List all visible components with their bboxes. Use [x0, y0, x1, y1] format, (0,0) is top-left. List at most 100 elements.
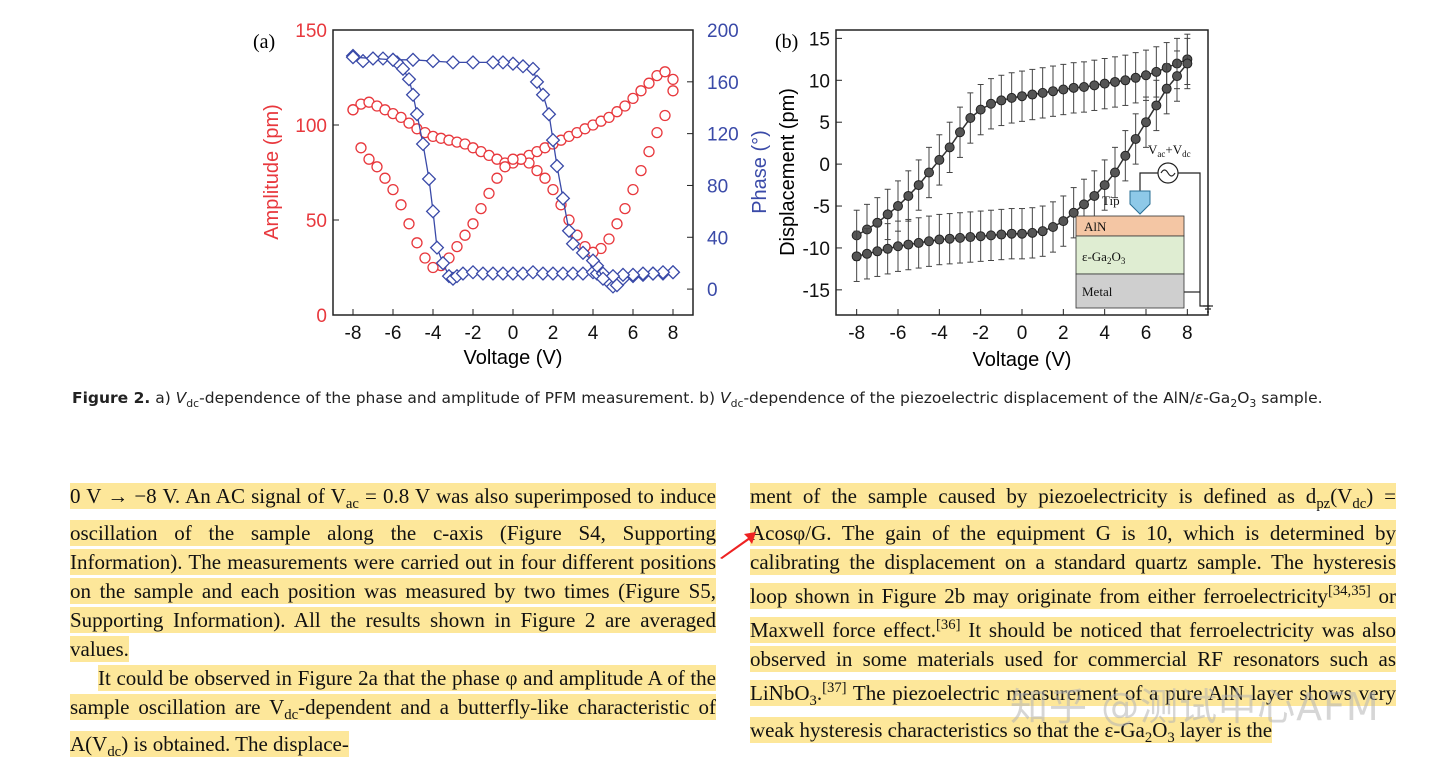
panel-b-ticks: -8 -6 -4 -2 0 2 4 6 8 -15 -10 -5 0 5 10 15 — [803, 29, 1193, 344]
displacement-point — [903, 190, 914, 201]
amplitude-point — [603, 233, 615, 245]
caption-sub: 3 — [1249, 397, 1257, 411]
displacement-point — [1110, 76, 1120, 87]
panel-b-label: (b) — [775, 31, 798, 53]
panel-a: (a) -8 -6 -4 -2 0 2 4 6 805010015004080120160200… — [253, 21, 771, 369]
phase-point — [565, 266, 581, 281]
phase-point — [465, 264, 481, 280]
displacement-point — [1006, 92, 1017, 103]
citation[interactable]: [37] — [822, 680, 847, 697]
displacement-point — [882, 209, 893, 220]
text-sub: dc — [284, 707, 299, 724]
displacement-point — [986, 98, 996, 109]
phase-point — [485, 55, 501, 70]
afm-tip-icon — [1129, 190, 1151, 215]
amplitude-point — [563, 214, 575, 226]
y-tick-label: -5 — [813, 197, 830, 218]
displacement-point — [975, 231, 986, 242]
displacement-point — [1141, 70, 1151, 81]
displacement-point — [913, 180, 924, 191]
citation[interactable]: [36] — [936, 617, 961, 634]
watermark: 知乎 @测试中心AFM — [1010, 685, 1380, 729]
displacement-point — [1182, 58, 1193, 69]
text-sub: pz — [1316, 496, 1331, 513]
displacement-point — [965, 232, 976, 243]
x-tick-label: 8 — [668, 323, 679, 344]
phase-point — [465, 55, 481, 70]
displacement-point — [1089, 80, 1100, 91]
x-tick-label: -2 — [972, 323, 989, 344]
amplitude-point — [611, 106, 623, 118]
text-run: (V — [1330, 484, 1353, 508]
x-tick-label: -8 — [848, 323, 865, 344]
caption-label: Figure 2. — [72, 389, 151, 407]
text-run: It should be noticed that ferroelectrici… — [750, 618, 1396, 706]
displacement-point — [996, 229, 1007, 240]
phase-point — [409, 106, 425, 122]
x-tick-label: 6 — [628, 323, 639, 344]
paragraph-1: 0 V → −8 V. An AC signal of Vac = 0.8 V … — [70, 482, 716, 664]
figure-caption: Figure 2. a) Vdc-dependence of the phase… — [72, 386, 1392, 416]
phase-line — [352, 55, 674, 288]
amplitude-point — [355, 142, 367, 154]
displacement-point — [1151, 100, 1162, 111]
text-run: = 0.8 V was also superimposed to induce … — [70, 484, 716, 662]
amplitude-point — [539, 172, 551, 184]
displacement-point — [1006, 228, 1017, 239]
amplitude-point — [371, 161, 383, 173]
citation[interactable]: [34,35] — [1327, 583, 1371, 600]
x-tick-label: 8 — [1182, 323, 1193, 344]
x-tick-label: 4 — [1099, 323, 1110, 344]
phase-point — [565, 236, 581, 252]
y-tick-label: 10 — [809, 71, 830, 92]
amplitude-point — [667, 73, 679, 86]
panel-b-data — [851, 33, 1193, 282]
displacement-point — [934, 234, 945, 245]
phase-point — [515, 58, 531, 74]
displacement-point — [1130, 72, 1141, 83]
amplitude-point — [643, 77, 655, 89]
displacement-point — [996, 95, 1007, 106]
phase-point — [405, 52, 421, 68]
layer-metal-label: Metal — [1082, 284, 1113, 299]
displacement-point — [893, 241, 903, 252]
amplitude-point — [411, 237, 423, 249]
phase-point — [425, 53, 441, 69]
amplitude-point — [547, 183, 559, 196]
amplitude-point — [467, 218, 479, 230]
caption-text: O — [1237, 389, 1250, 407]
amplitude-point — [387, 183, 399, 196]
phase-point — [585, 253, 601, 268]
displacement-point — [975, 104, 986, 115]
text-run: It could be observed in Figure 2a that t… — [70, 666, 716, 720]
left-column: 0 V → −8 V. An AC signal of Vac = 0.8 V … — [70, 482, 717, 768]
displacement-point — [1037, 226, 1048, 237]
text-run: -dependent and a butterfly-like characte… — [70, 695, 717, 757]
text-run: or Maxwell force effect. — [750, 584, 1396, 643]
phase-point — [535, 87, 551, 103]
displacement-point — [1141, 117, 1151, 128]
displacement-point — [1068, 207, 1079, 218]
caption-text: -dependence of the phase and amplitude o… — [199, 389, 720, 407]
phase-point — [625, 267, 641, 283]
phase-point — [405, 87, 421, 103]
panel-b-ylabel: Displacement (pm) — [777, 88, 799, 256]
displacement-point — [1058, 216, 1069, 227]
phase-point — [555, 266, 571, 281]
y-tick-label: 5 — [819, 113, 830, 134]
displacement-point — [851, 251, 862, 262]
layer-ga2o3 — [1075, 235, 1185, 275]
phase-point — [529, 74, 545, 90]
displacement-point — [1058, 84, 1069, 95]
caption-text: -dependence of the piezoelectric displac… — [743, 389, 1195, 407]
amplitude-point — [531, 164, 543, 177]
displacement-point — [862, 248, 872, 259]
phase-point — [549, 158, 565, 174]
displacement-point — [986, 230, 996, 241]
phase-point — [525, 264, 541, 280]
amplitude-point — [475, 202, 487, 215]
displacement-point — [965, 113, 976, 124]
paragraph-3: ment of the sample caused by piezoelectr… — [750, 482, 1396, 754]
panel-b-xlabel: Voltage (V) — [973, 349, 1072, 371]
x-tick-label: 0 — [1017, 323, 1028, 344]
